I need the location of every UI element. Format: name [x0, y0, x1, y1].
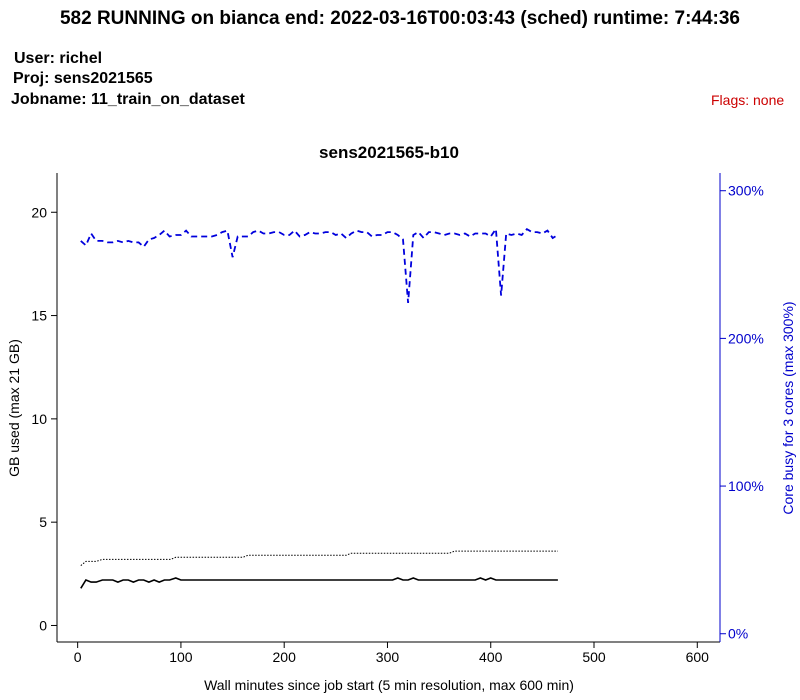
x-tick-label: 400 [479, 649, 503, 665]
x-tick-label: 100 [169, 649, 193, 665]
memory-used-line [80, 577, 558, 589]
y2-tick-label: 300% [728, 183, 764, 199]
y-tick-label: 20 [31, 204, 47, 220]
y2-axis-label: Core busy for 3 cores (max 300%) [780, 301, 796, 514]
job-title: 582 RUNNING on bianca end: 2022-03-16T00… [59, 8, 740, 29]
y-axis-label: GB used (max 21 GB) [6, 339, 22, 477]
project-label: Proj: sens2021565 [13, 70, 153, 87]
jobname-label: Jobname: 11_train_on_dataset [11, 91, 245, 108]
y2-tick-label: 200% [728, 330, 764, 346]
x-tick-label: 600 [686, 649, 710, 665]
x-axis-label: Wall minutes since job start (5 min reso… [204, 677, 574, 693]
x-tick-label: 200 [273, 649, 297, 665]
y2-tick-label: 0% [728, 626, 748, 642]
chart-title: sens2021565-b10 [319, 143, 459, 162]
memory-max-line [80, 550, 558, 566]
y-tick-label: 5 [39, 514, 47, 530]
user-label: User: richel [14, 50, 103, 67]
x-tick-label: 0 [74, 649, 82, 665]
y2-tick-label: 100% [728, 478, 764, 494]
core-usage-line [80, 226, 559, 303]
y-tick-label: 0 [39, 617, 47, 633]
x-tick-label: 500 [582, 649, 606, 665]
flags-label: Flags: none [711, 92, 785, 108]
plot-area: 0 100 200 300 400 500 600051015200%100%200%300… [31, 173, 764, 665]
y-tick-label: 10 [31, 411, 47, 427]
y-tick-label: 15 [31, 308, 47, 324]
x-tick-label: 300 [376, 649, 400, 665]
